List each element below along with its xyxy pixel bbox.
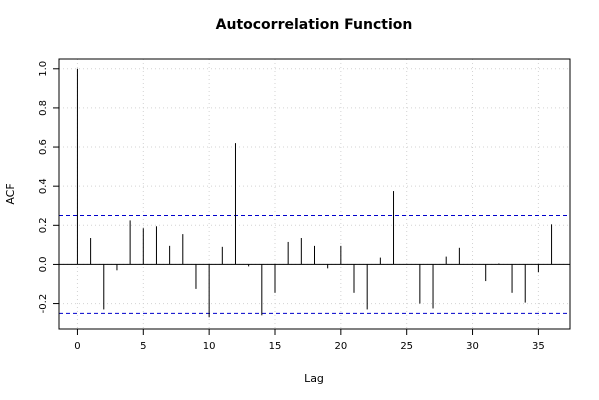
y-tick-label: 0.4 — [38, 178, 49, 194]
y-tick-label: 1.0 — [38, 61, 49, 77]
y-tick-label: 0.2 — [38, 217, 49, 233]
x-axis: 0 5 10 15 20 25 30 35 — [74, 329, 545, 352]
y-tick-label: 0.0 — [38, 256, 49, 272]
grid-lines — [59, 59, 570, 329]
x-tick-label: 25 — [400, 341, 413, 352]
x-tick-label: 10 — [203, 341, 216, 352]
x-axis-label: Lag — [304, 372, 324, 385]
chart-title: Autocorrelation Function — [216, 17, 413, 33]
plot-frame — [58, 58, 571, 330]
y-axis-label: ACF — [4, 183, 17, 204]
x-tick-label: 15 — [269, 341, 282, 352]
acf-bars — [76, 68, 553, 318]
y-tick-label: -0.2 — [38, 294, 49, 314]
x-tick-label: 35 — [532, 341, 545, 352]
y-tick-label: 0.6 — [38, 139, 49, 155]
y-axis: -0.2 0.0 0.2 0.4 0.6 0.8 1.0 — [38, 61, 59, 313]
x-tick-label: 20 — [334, 341, 347, 352]
x-tick-label: 5 — [140, 341, 146, 352]
x-tick-label: 30 — [466, 341, 479, 352]
x-tick-label: 0 — [74, 341, 80, 352]
confidence-bounds — [59, 215, 570, 314]
y-tick-label: 0.8 — [38, 100, 49, 116]
